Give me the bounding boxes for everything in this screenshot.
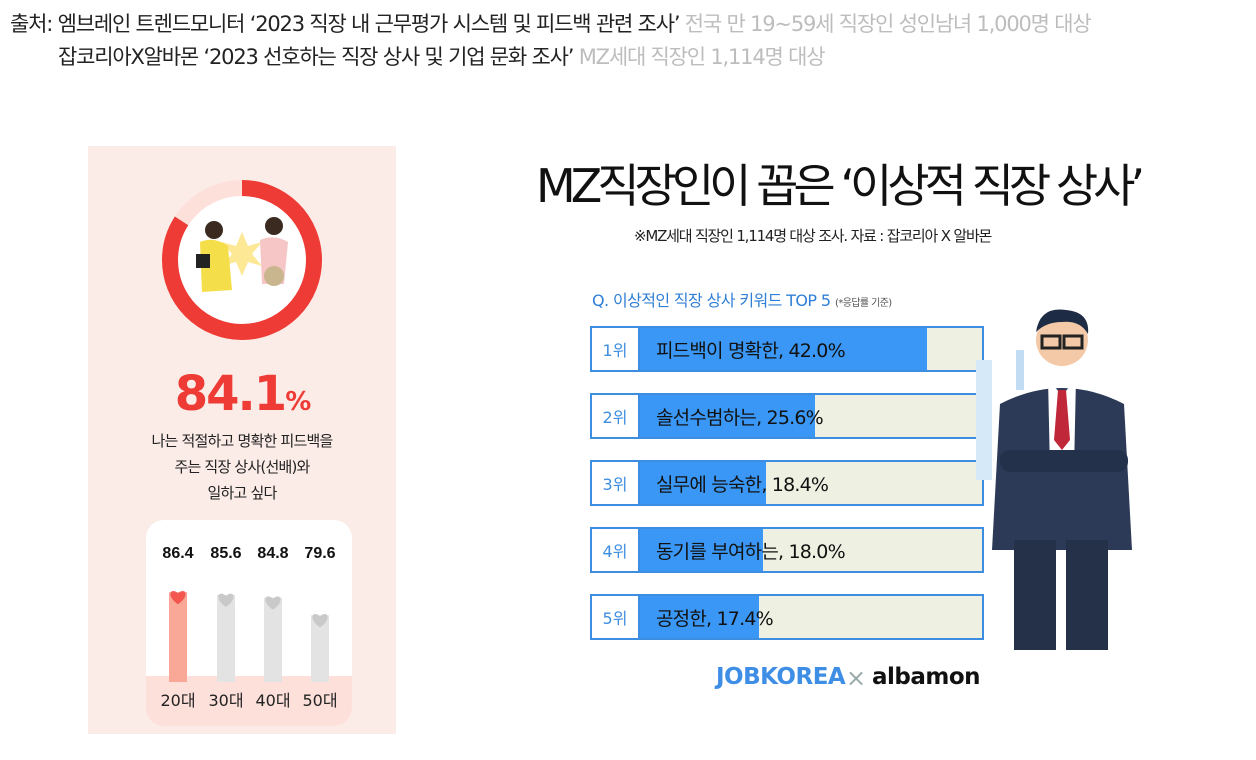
heart-icon bbox=[265, 596, 281, 610]
big-percent-value: 84.1 bbox=[174, 366, 287, 422]
keyword-rank: 1위 bbox=[592, 328, 640, 370]
keyword-row: 1위 피드백이 명확한, 42.0% bbox=[590, 326, 984, 372]
keyword-label: 동기를 부여하는, 18.0% bbox=[656, 540, 846, 563]
jobkorea-logo: JOBKOREA bbox=[716, 664, 846, 690]
age-bar-chart: 86.4 20대 85.6 30대 84.8 40대 79.6 50대 bbox=[160, 545, 337, 710]
age-category-label: 40대 bbox=[255, 691, 290, 710]
keyword-row: 4위 동기를 부여하는, 18.0% bbox=[590, 527, 984, 573]
age-bar bbox=[311, 615, 329, 682]
source-org-2: 잡코리아X알바몬 bbox=[58, 45, 199, 69]
source-note-2: MZ세대 직장인 1,114명 대상 bbox=[578, 45, 826, 69]
keyword-question: Q. 이상적인 직장 상사 키워드 TOP 5 (*응답률 기준) bbox=[592, 287, 892, 311]
age-category-label: 20대 bbox=[160, 691, 195, 710]
keyword-rank: 5위 bbox=[592, 596, 640, 638]
heart-icon bbox=[312, 613, 328, 628]
description-line: 일하고 싶다 bbox=[207, 484, 278, 502]
big-percent-sign: % bbox=[285, 387, 311, 417]
feedback-description: 나는 적절하고 명확한 피드백을 주는 직장 상사(선배)와 일하고 싶다 bbox=[88, 428, 396, 506]
ring-arc bbox=[162, 180, 322, 340]
keyword-rank: 4위 bbox=[592, 529, 640, 571]
heart-icon bbox=[218, 593, 234, 607]
man-glasses bbox=[1040, 334, 1062, 350]
age-value-label: 85.6 bbox=[210, 545, 241, 562]
fist-bump-illustration bbox=[196, 217, 288, 292]
source-line-1: 출처: 엠브레인 트렌드모니터 ‘2023 직장 내 근무평가 시스템 및 피드… bbox=[10, 8, 1092, 38]
ideal-boss-title: MZ직장인이 꼽은 ‘이상적 직장 상사’ bbox=[536, 159, 1145, 213]
keyword-question-note: (*응답률 기준) bbox=[835, 298, 892, 309]
heart-icon bbox=[170, 590, 186, 605]
man-legs bbox=[1066, 540, 1108, 650]
man-tie bbox=[1054, 390, 1070, 450]
source-title-1: ‘2023 직장 내 근무평가 시스템 및 피드백 관련 조사’ bbox=[249, 12, 681, 36]
keyword-label: 실무에 능숙한, 18.4% bbox=[656, 473, 829, 496]
man-hair bbox=[1036, 309, 1089, 334]
description-line: 나는 적절하고 명확한 피드백을 bbox=[151, 432, 334, 450]
keyword-row: 5위 공정한, 17.4% bbox=[590, 594, 984, 640]
age-value-label: 79.6 bbox=[304, 545, 335, 562]
keyword-question-text: Q. 이상적인 직장 상사 키워드 TOP 5 bbox=[592, 291, 831, 310]
age-bar bbox=[169, 592, 187, 682]
big-percent: 84.1% bbox=[88, 366, 396, 422]
building-graphic bbox=[1016, 350, 1024, 390]
source-title-2: ‘2023 선호하는 직장 상사 및 기업 문화 조사’ bbox=[203, 45, 575, 69]
age-bar bbox=[264, 597, 282, 682]
age-value-label: 86.4 bbox=[162, 545, 193, 562]
percent-ring bbox=[162, 180, 322, 340]
keyword-label: 솔선수범하는, 25.6% bbox=[656, 406, 824, 429]
description-line: 주는 직장 상사(선배)와 bbox=[174, 458, 310, 476]
man-head bbox=[1036, 314, 1088, 366]
age-category-label: 30대 bbox=[208, 691, 243, 710]
source-line-2: 잡코리아X알바몬 ‘2023 선호하는 직장 상사 및 기업 문화 조사’ MZ… bbox=[58, 41, 826, 71]
source-note-1: 전국 만 19~59세 직장인 성인남녀 1,000명 대상 bbox=[684, 12, 1092, 36]
keyword-row: 2위 솔선수범하는, 25.6% bbox=[590, 393, 984, 439]
keyword-bar bbox=[592, 328, 927, 370]
building-graphic bbox=[976, 360, 992, 480]
keyword-rank: 3위 bbox=[592, 462, 640, 504]
age-category-label: 50대 bbox=[302, 691, 337, 710]
age-bar bbox=[217, 594, 235, 682]
keyword-row: 3위 실무에 능숙한, 18.4% bbox=[590, 460, 984, 506]
ideal-boss-subtitle: ※MZ세대 직장인 1,114명 대상 조사. 자료 : 잡코리아 X 알바몬 bbox=[634, 227, 992, 245]
age-chart-footer bbox=[146, 676, 352, 726]
businessman-illustration bbox=[976, 309, 1132, 650]
man-glasses bbox=[1062, 334, 1084, 350]
ring-svg bbox=[162, 180, 322, 340]
age-value-label: 84.8 bbox=[257, 545, 288, 562]
keyword-rank: 2위 bbox=[592, 395, 640, 437]
source-org-1: 출처: 엠브레인 트렌드모니터 bbox=[10, 12, 245, 36]
keyword-label: 공정한, 17.4% bbox=[656, 607, 774, 630]
keyword-label: 피드백이 명확한, 42.0% bbox=[656, 339, 846, 362]
feedback-infographic: 84.1% 나는 적절하고 명확한 피드백을 주는 직장 상사(선배)와 일하고… bbox=[88, 146, 396, 734]
man-legs bbox=[1014, 540, 1056, 650]
albamon-logo: albamon bbox=[872, 664, 981, 690]
man-arms bbox=[1000, 450, 1128, 472]
logo-separator: × bbox=[846, 664, 866, 692]
